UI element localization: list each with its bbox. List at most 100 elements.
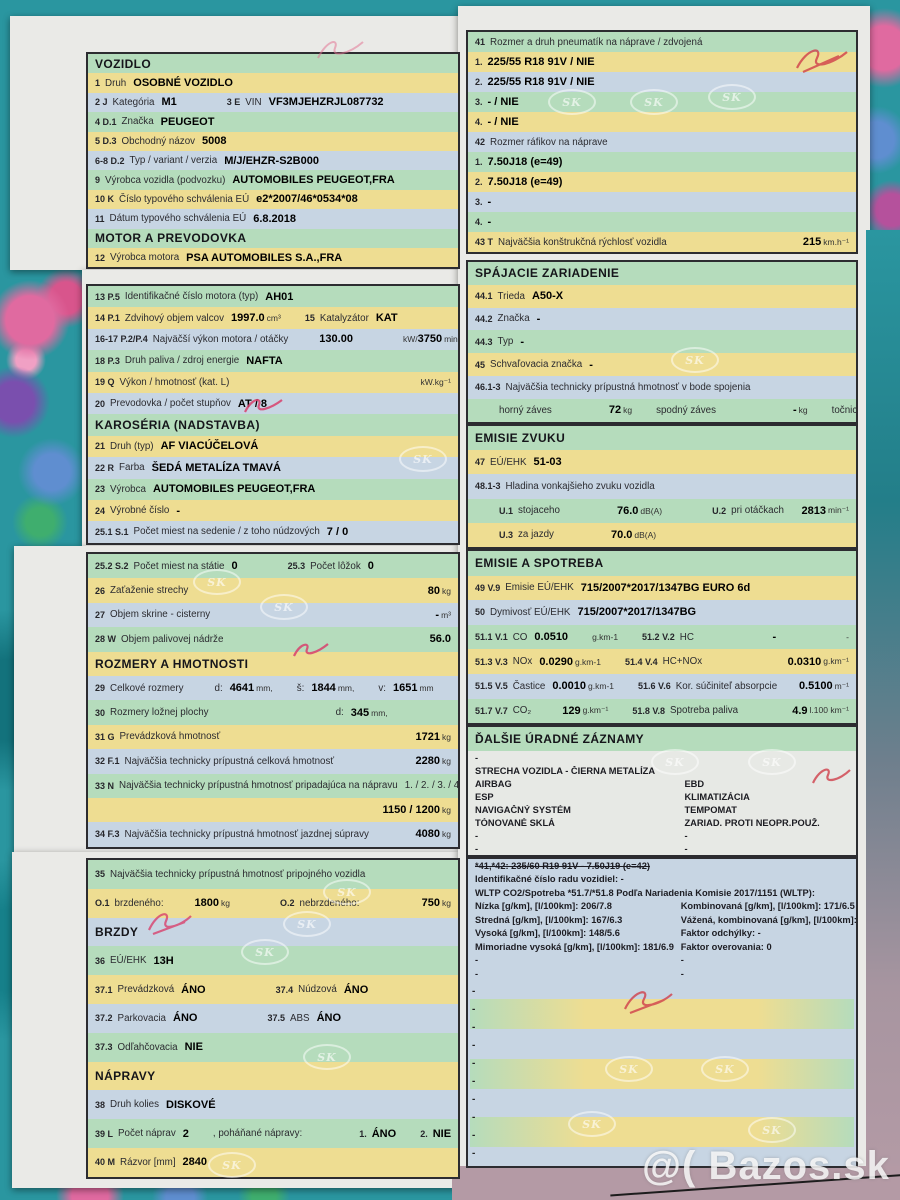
field-value: 2813 bbox=[801, 504, 826, 517]
field-unit: km.h⁻¹ bbox=[823, 236, 849, 247]
field-value: - bbox=[520, 335, 524, 348]
field-label: Druh bbox=[105, 77, 127, 89]
field-value: 1844 bbox=[311, 682, 336, 695]
field-key: 44.1 bbox=[475, 291, 493, 302]
field-key: 44.3 bbox=[475, 336, 493, 347]
field-label: Častice bbox=[512, 680, 546, 692]
field-row: 44.2 Značka - bbox=[468, 307, 856, 331]
section-pneumatiky: 41 Rozmer a druh pneumatík na náprave / z… bbox=[466, 30, 858, 254]
dash-mark: - bbox=[475, 955, 479, 966]
wltp-line: Identifikačné číslo radu vozidiel: - bbox=[468, 873, 856, 887]
field-key: 43 T bbox=[475, 237, 494, 247]
dash-mark: - bbox=[472, 1058, 476, 1069]
field-label: Núdzová bbox=[298, 984, 337, 996]
field-label: 1. / 2. / 3. / 4. bbox=[404, 780, 458, 792]
field-key: 37.5 bbox=[267, 1013, 285, 1024]
wltp-title-line: WLTP CO2/Spotreba *51.7/*51.8 Podľa Nari… bbox=[475, 887, 815, 898]
field-value: 56.0 bbox=[429, 633, 451, 646]
field-value: - bbox=[536, 312, 541, 325]
field-value: NIE bbox=[432, 1127, 452, 1140]
wltp-line: WLTP CO2/Spotreba *51.7/*51.8 Podľa Nari… bbox=[468, 886, 856, 900]
record-left: NAVIGAČNÝ SYSTÉM bbox=[475, 804, 571, 815]
field-row: 38 Druh kolies DISKOVÉ bbox=[88, 1090, 458, 1120]
field-label: Značka bbox=[497, 313, 530, 325]
field-row: 45 Schvaľovacia značka - bbox=[468, 353, 856, 376]
field-row: 44.1 Trieda A50-X bbox=[468, 284, 856, 308]
field-label: Druh (typ) bbox=[110, 440, 154, 452]
field-key: 25.2 S.2 bbox=[95, 561, 129, 572]
field-row: 1 Druh OSOBNÉ VOZIDLO bbox=[88, 73, 458, 93]
field-unit: g.km-1 bbox=[592, 632, 619, 643]
field-label: Identifikačné číslo motora (typ) bbox=[124, 291, 259, 303]
field-label: Parkovacia bbox=[117, 1012, 166, 1024]
field-value: 225/55 R18 91V / NIE bbox=[487, 76, 595, 88]
dash-mark: - bbox=[472, 1094, 476, 1105]
field-key: 29 bbox=[95, 683, 106, 694]
title-text: ROZMERY A HMOTNOSTI bbox=[95, 656, 249, 671]
record-line: ESP KLIMATIZÁCIA bbox=[468, 790, 856, 803]
record-left: - bbox=[475, 830, 479, 841]
field-key: 51.2 V.2 bbox=[642, 632, 675, 643]
dash-column: - - - - - - - - - - bbox=[472, 987, 475, 1159]
field-label: d: bbox=[335, 707, 344, 719]
field-unit: mm, bbox=[337, 683, 355, 694]
field-value: AUTOMOBILES PEUGEOT,FRA bbox=[152, 483, 316, 496]
record-right: EBD bbox=[684, 778, 705, 789]
wltp-line: Nízka [g/km], [l/100km]: 206/7.8 Kombinov… bbox=[468, 900, 856, 914]
field-row: 42 Rozmer ráfikov na náprave bbox=[468, 132, 856, 152]
field-row: 31 G Prevádzková hmotnosť 1721 kg bbox=[88, 724, 458, 750]
field-row: 26 Zaťaženie strechy 80 kg bbox=[88, 578, 458, 603]
record-left: - bbox=[475, 843, 479, 854]
section-uradne-zaznamy: ĎALŠIE ÚRADNÉ ZÁZNAMY - STRECHA VOZIDLA … bbox=[466, 725, 858, 857]
field-value: M1 bbox=[161, 96, 177, 109]
field-label: Rozmery ložnej plochy bbox=[110, 707, 209, 719]
field-row: 50 Dymivosť EÚ/EHK 715/2007*2017/1347BG bbox=[468, 600, 856, 625]
field-row: 44.3 Typ - bbox=[468, 330, 856, 354]
field-value: AF VIACÚČELOVÁ bbox=[160, 440, 259, 453]
field-label: d: bbox=[214, 682, 223, 694]
title-text: MOTOR A PREVODOVKA bbox=[95, 231, 247, 246]
pen-mark bbox=[796, 49, 848, 74]
field-row: 49 V.9 Emisie EÚ/EHK 715/2007*2017/1347BG … bbox=[468, 575, 856, 601]
field-label: horný záves bbox=[499, 404, 552, 416]
field-value: e2*2007/46*0534*08 bbox=[256, 193, 358, 206]
field-label: Druh kolies bbox=[110, 1099, 160, 1111]
field-row: 1. 225/55 R18 91V / NIE bbox=[468, 52, 856, 72]
field-label: CO₂ bbox=[512, 705, 532, 717]
field-key: U.1 bbox=[499, 505, 514, 516]
field-row: 32 F.1 Najväčšia technicky prípustná celk… bbox=[88, 749, 458, 774]
field-value: ÁNO bbox=[371, 1127, 397, 1140]
field-key: 11 bbox=[95, 213, 105, 224]
field-value: 13H bbox=[153, 954, 174, 967]
record-right: ZARIAD. PROTI NEOPR.POUŽ. bbox=[684, 817, 820, 828]
title-text: KAROSÉRIA (NADSTAVBA) bbox=[95, 418, 260, 433]
field-key: 51.6 V.6 bbox=[638, 681, 671, 692]
field-label: Počet miest na státie bbox=[133, 560, 225, 572]
wltp-line: Stredná [g/km], [l/100km]: 167/6.3 Vážená… bbox=[468, 913, 856, 927]
wltp-line: -- bbox=[468, 967, 856, 981]
field-value: 0.5100 bbox=[798, 680, 833, 693]
field-key: 42 bbox=[475, 137, 486, 147]
field-key: 37.2 bbox=[95, 1013, 113, 1024]
field-value: 7.50J18 (e=49) bbox=[487, 156, 563, 168]
field-key: 2 J bbox=[95, 97, 108, 108]
field-unit: - bbox=[846, 632, 849, 643]
field-key: 1. bbox=[475, 57, 483, 67]
field-value: PSA AUTOMOBILES S.A.,FRA bbox=[186, 251, 343, 264]
field-value: 2840 bbox=[182, 1156, 208, 1169]
field-unit: g.km-1 bbox=[574, 656, 601, 667]
field-label: Trieda bbox=[497, 290, 525, 302]
field-key: 2. bbox=[475, 77, 483, 87]
record-line: -- bbox=[468, 829, 856, 842]
field-key: 28 W bbox=[95, 634, 117, 645]
field-value: - bbox=[589, 358, 593, 371]
field-row: 37.3 Odľahčovacia NIE bbox=[88, 1032, 458, 1062]
field-key: 51.7 V.7 bbox=[475, 705, 508, 716]
field-value: OSOBNÉ VOZIDLO bbox=[133, 77, 233, 90]
field-row: 23 Výrobca AUTOMOBILES PEUGEOT,FRA bbox=[88, 478, 458, 500]
field-key: 26 bbox=[95, 585, 106, 596]
field-key: 47 bbox=[475, 457, 486, 468]
field-label: Výrobca motora bbox=[110, 252, 180, 264]
field-label: Značka bbox=[121, 116, 154, 128]
field-row: 14 P.1 Zdvihový objem valcov 1997.0 cm³ 15 Ka… bbox=[88, 307, 458, 329]
